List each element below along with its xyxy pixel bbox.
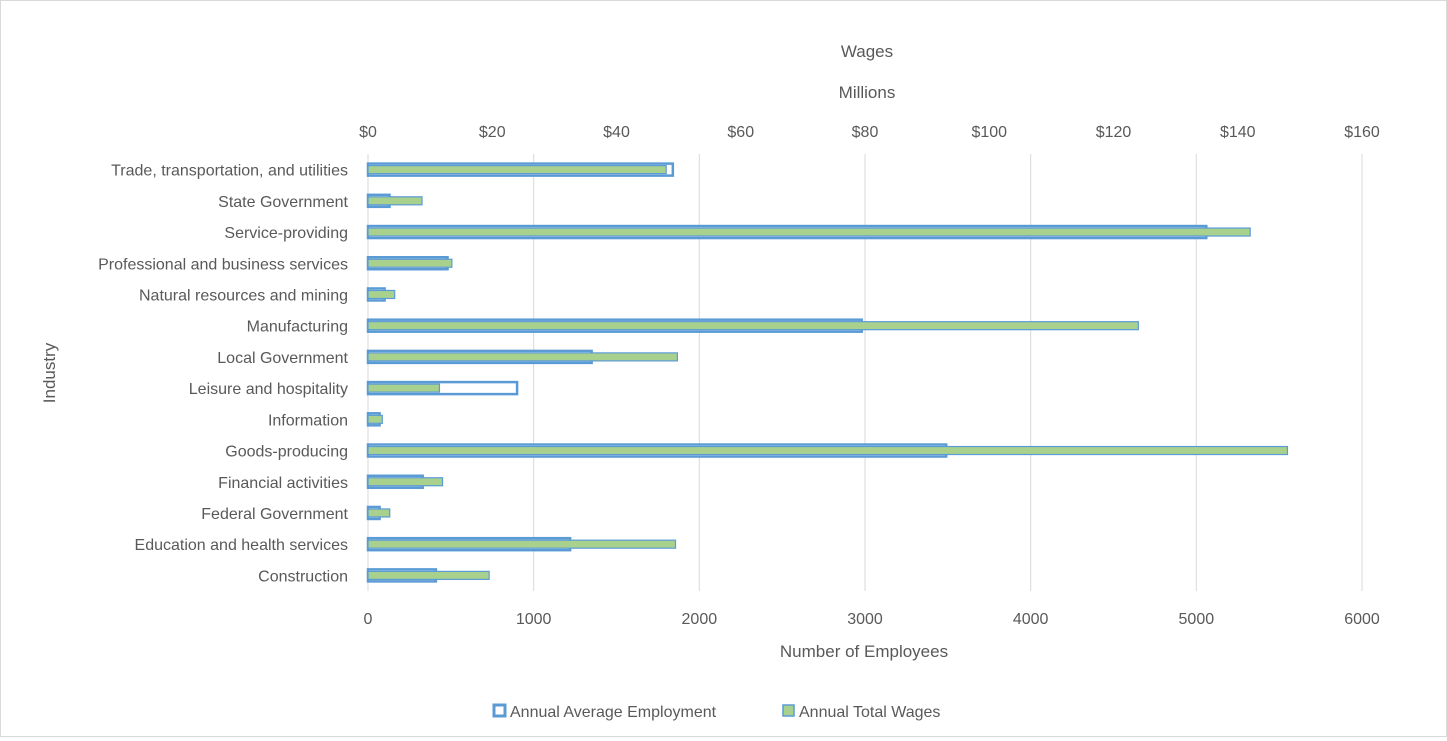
bottom-tick-label: 0	[364, 611, 373, 628]
wages-bar	[367, 445, 1289, 456]
category-label: Service-providing	[224, 225, 348, 242]
legend: Annual Average Employment Annual Total W…	[492, 703, 940, 721]
wages-bar	[367, 165, 667, 175]
category-label: Local Government	[217, 350, 348, 367]
gridlines	[367, 154, 1363, 591]
wages-bar	[367, 321, 1139, 331]
wages-bar	[367, 227, 1251, 237]
wages-bar	[367, 414, 383, 424]
wages-bar	[367, 289, 396, 300]
category-label: Goods-producing	[225, 444, 348, 461]
top-axis-unit-label: Millions	[839, 83, 896, 102]
legend-swatch-wages	[782, 704, 795, 717]
category-label: Information	[268, 412, 348, 429]
top-tick-label: $40	[603, 124, 630, 141]
wages-bar	[367, 258, 453, 268]
bottom-tick-label: 6000	[1344, 611, 1380, 628]
top-tick-label: $60	[727, 124, 754, 141]
category-label: Trade, transportation, and utilities	[111, 163, 348, 180]
top-tick-label: $160	[1344, 124, 1380, 141]
bottom-tick-label: 3000	[847, 611, 883, 628]
bottom-tick-label: 2000	[682, 611, 718, 628]
category-label: State Government	[218, 194, 348, 211]
top-tick-label: $0	[359, 124, 377, 141]
wages-bar	[367, 570, 490, 580]
bottom-axis-title: Number of Employees	[780, 642, 948, 661]
top-tick-label: $120	[1096, 124, 1132, 141]
category-label: Construction	[258, 568, 348, 585]
bottom-tick-label: 5000	[1179, 611, 1215, 628]
category-label: Federal Government	[201, 506, 348, 523]
wages-bar	[367, 477, 444, 487]
top-tick-label: $140	[1220, 124, 1256, 141]
category-label: Natural resources and mining	[139, 287, 348, 304]
legend-label-employment: Annual Average Employment	[510, 704, 717, 721]
axes: Wages Millions Number of Employees Indus…	[40, 42, 1380, 661]
top-axis-title: Wages	[841, 42, 893, 61]
y-axis-title: Industry	[40, 342, 59, 403]
top-tick-label: $100	[971, 124, 1007, 141]
bars	[366, 162, 1289, 583]
wages-bar	[367, 539, 677, 549]
bottom-tick-label: 1000	[516, 611, 552, 628]
wages-bar	[367, 383, 441, 393]
wages-bar	[367, 352, 678, 362]
wages-bar	[367, 508, 391, 518]
legend-label-wages: Annual Total Wages	[799, 704, 940, 721]
top-tick-label: $80	[852, 124, 879, 141]
category-label: Leisure and hospitality	[189, 381, 348, 398]
category-label: Financial activities	[218, 475, 348, 492]
bottom-tick-label: 4000	[1013, 611, 1049, 628]
category-label: Professional and business services	[98, 256, 348, 273]
legend-swatch-employment	[492, 703, 507, 718]
category-label: Manufacturing	[247, 319, 348, 336]
wages-bar	[367, 196, 423, 206]
top-tick-label: $20	[479, 124, 506, 141]
category-label: Education and health services	[135, 537, 348, 554]
